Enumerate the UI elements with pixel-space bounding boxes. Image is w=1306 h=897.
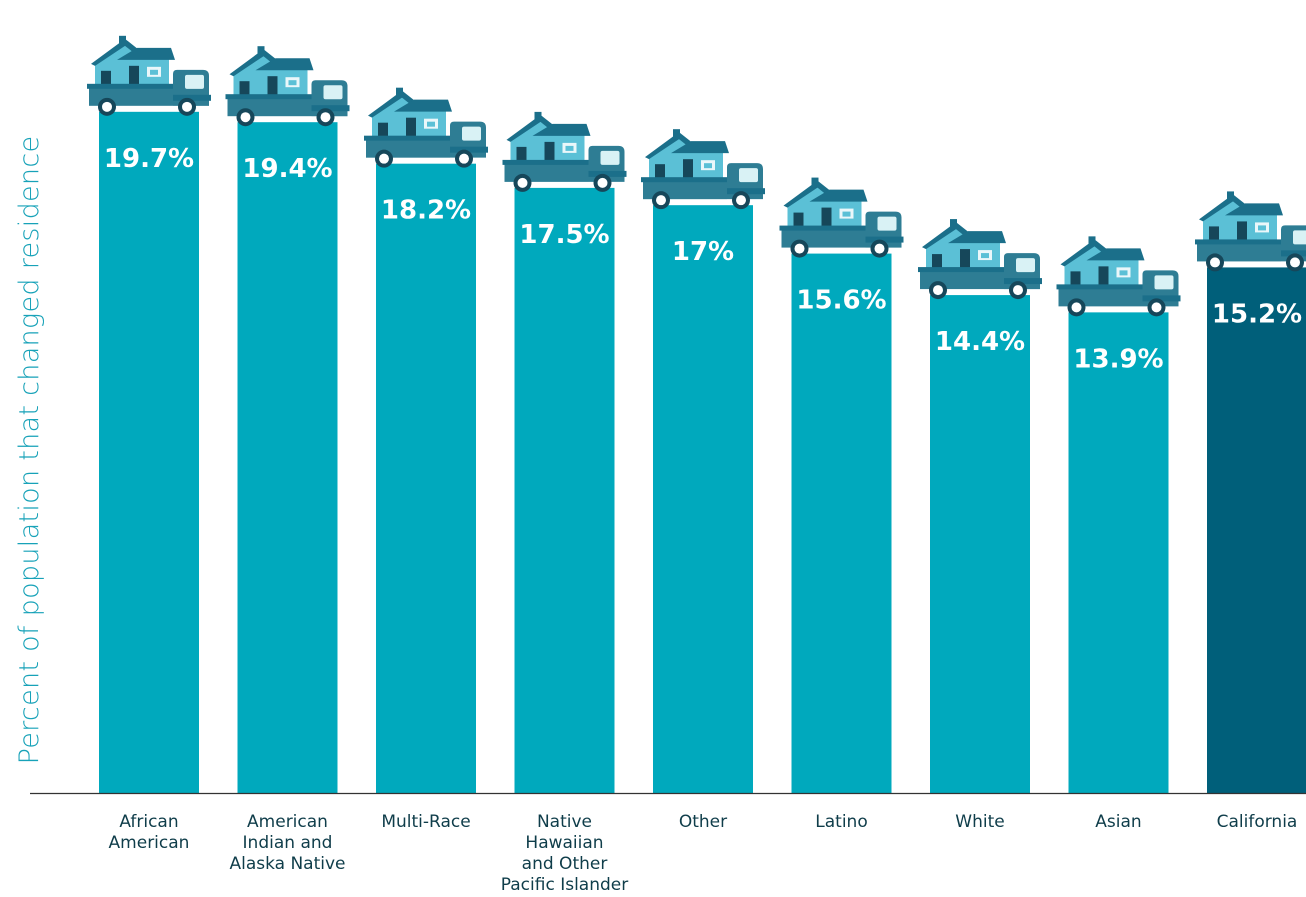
value-label-2: 18.2% xyxy=(381,196,471,226)
value-labels: 19.7% 19.4% 18.2% 17.5% 17% 15.6% 14.4% 13.9% 15… xyxy=(104,144,1302,375)
category-label-0: African American xyxy=(109,812,190,853)
bar-5 xyxy=(791,253,892,793)
bars-layer xyxy=(99,111,1306,794)
value-label-0: 19.7% xyxy=(104,144,194,174)
category-label-4: Other xyxy=(679,812,727,832)
moving-truck-icon xyxy=(641,129,765,210)
value-label-8: 15.2% xyxy=(1212,299,1302,329)
value-label-1: 19.4% xyxy=(242,154,332,184)
moving-truck-icon xyxy=(502,111,627,192)
bar-8 xyxy=(1207,267,1306,793)
value-label-4: 17% xyxy=(672,237,734,267)
value-label-3: 17.5% xyxy=(519,220,609,250)
category-label-8: California xyxy=(1217,812,1298,832)
bar-7 xyxy=(1068,312,1169,793)
moving-truck-icon xyxy=(225,46,350,127)
bar-0 xyxy=(99,111,199,794)
icons-layer xyxy=(87,35,1306,317)
category-label-5: Latino xyxy=(815,812,867,832)
category-labels: African American American Indian and Alaska … xyxy=(109,812,1298,895)
moving-truck-icon xyxy=(364,87,488,168)
moving-truck-icon xyxy=(918,219,1042,300)
category-label-2: Multi-Race xyxy=(381,812,470,832)
category-label-1: American Indian and Alaska Native xyxy=(229,812,345,874)
bar-1 xyxy=(237,122,338,794)
moving-truck-icon xyxy=(1195,191,1306,272)
moving-truck-icon xyxy=(87,35,211,116)
bar-2 xyxy=(376,163,476,793)
moving-truck-icon xyxy=(779,177,904,258)
value-label-7: 13.9% xyxy=(1073,344,1163,374)
value-label-5: 15.6% xyxy=(796,286,886,316)
bar-4 xyxy=(653,205,753,793)
moving-truck-icon xyxy=(1056,236,1181,317)
y-axis-label: Percent of population that changed resid… xyxy=(14,136,45,765)
bar-3 xyxy=(514,187,615,793)
bar-6 xyxy=(930,295,1030,793)
category-label-7: Asian xyxy=(1095,812,1141,832)
category-label-6: White xyxy=(955,812,1004,832)
category-label-3: Native Hawaiian and Other Pacific Islander xyxy=(501,812,628,895)
value-label-6: 14.4% xyxy=(935,327,1025,357)
